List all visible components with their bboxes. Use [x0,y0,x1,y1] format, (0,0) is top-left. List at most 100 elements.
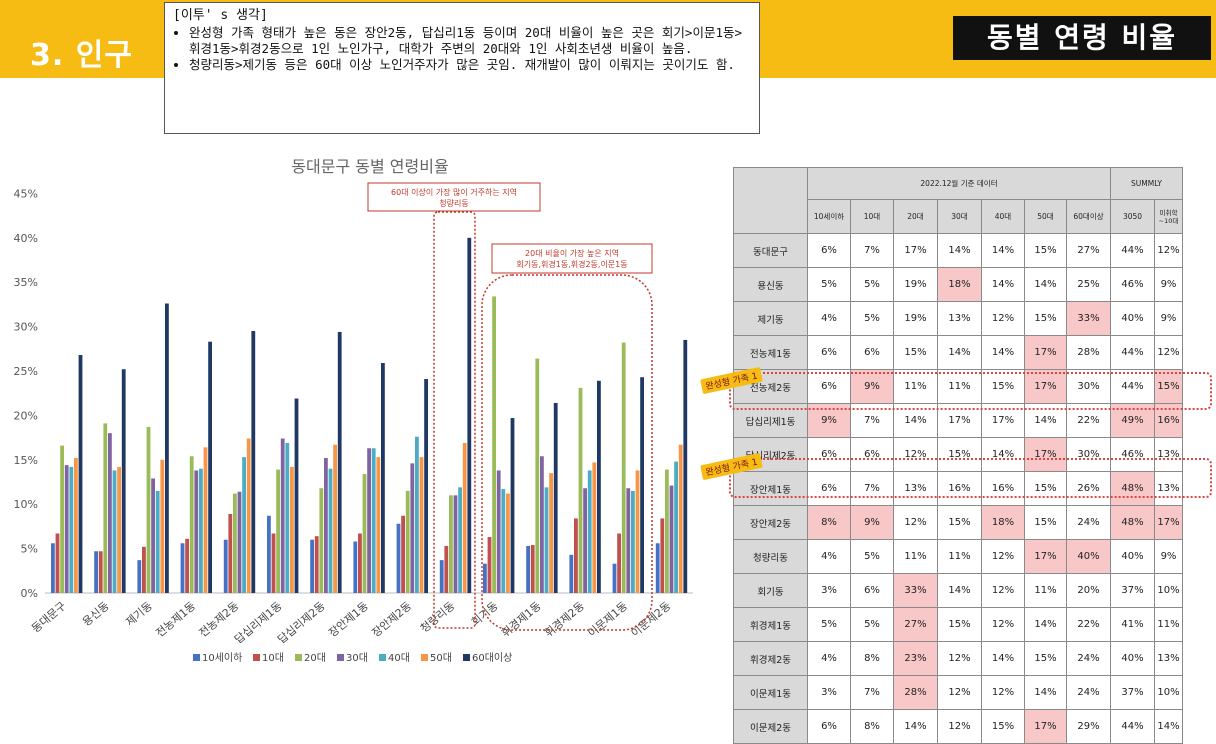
table-row-label: 휘경제1동 [733,607,808,642]
bar [276,469,280,593]
bar [294,398,299,593]
legend-label: 10대 [262,652,284,664]
table-column-header: 20대 [893,199,938,234]
bar [51,543,55,593]
table-cell: 17% [1024,539,1067,574]
bar [280,438,285,593]
bar [267,515,271,593]
table-cell: 17% [893,233,938,268]
table-cell: 5% [807,607,851,642]
bar [419,457,424,593]
table-summary-cell: 9% [1154,301,1183,336]
bar [592,462,597,593]
annotation-frame [433,211,476,629]
bar [199,468,203,593]
bar [458,487,462,593]
table-cell: 17% [1024,709,1067,744]
bar [74,458,78,593]
bar [574,518,578,593]
bar [530,545,535,593]
table-summary-cell: 12% [1154,233,1183,268]
age-ratio-table: 2022.12월 기준 데이터 SUMMLY 10세이하 10대 20대 30대 40대 50… [733,167,1183,744]
table-column-header: 50대 [1024,199,1067,234]
highlight-frame-jangan2 [729,458,1212,498]
table-cell: 25% [1066,267,1111,302]
note-item: 청량리동>제기동 등은 60대 이상 노인거주자가 많은 곳임. 재개발이 많이… [189,57,751,73]
table-cell: 15% [893,335,938,370]
table-cell: 15% [937,607,982,642]
x-tick-label: 답십리제2동 [275,599,327,646]
table-cell: 6% [850,335,894,370]
bar [487,537,492,593]
table-summary-cell: 44% [1110,335,1155,370]
x-tick-label: 전농제1동 [153,599,198,639]
table-cell: 15% [1024,301,1067,336]
table-cell: 14% [981,267,1025,302]
bar [444,545,449,593]
table-cell: 8% [850,641,894,676]
bar [683,339,688,593]
table-cell: 28% [1066,335,1111,370]
table-summary-cell: 14% [1154,709,1183,744]
table-summary-cell: 44% [1110,233,1155,268]
table-cell: 6% [850,573,894,608]
annotation-text: 20대 비율이 가장 높은 지역 [525,248,619,258]
table-cell: 14% [981,233,1025,268]
bar [112,470,117,593]
table-cell: 20% [1066,573,1111,608]
table-row: 휘경제1동 5% 5% 27% 15% 12% 14% 22% 41% 11% [733,607,1183,642]
bar [640,377,644,593]
table-cell: 22% [1066,607,1111,642]
age-ratio-chart: 동대문구 동별 연령비율 0% 5% 10% 15% 20% 25% 30% 35% 40% 45%… [14,157,693,664]
bar [242,457,246,593]
table-summary-cell: 44% [1110,709,1155,744]
legend-swatch [463,654,470,661]
table-row-label: 청량리동 [733,539,808,574]
table-cell: 14% [981,437,1025,472]
y-tick-label: 20% [14,409,38,422]
table-summary-cell: 17% [1154,505,1183,540]
table-cell: 16% [937,471,982,506]
highlight-frame-dapsimni1 [729,372,1212,410]
table-cell: 28% [893,675,938,710]
table-row-label: 제기동 [733,301,808,336]
table-cell: 8% [850,709,894,744]
bar [228,513,233,593]
table-cell: 14% [937,233,982,268]
bar [655,543,660,593]
table-column-header: 40대 [981,199,1025,234]
table-cell: 6% [807,233,851,268]
table-cell: 11% [937,369,982,404]
table-summary-cell: 37% [1110,573,1155,608]
bar [415,436,419,593]
y-tick-label: 25% [14,365,38,378]
bar [381,363,385,593]
bar [492,296,496,593]
table-cell: 5% [850,539,894,574]
x-tick-label: 이문제1동 [585,599,630,639]
table-row: 청량리동 4% 5% 11% 11% 12% 17% 40% 40% 9% [733,539,1183,574]
bar [160,459,165,593]
table-row-label: 전농제1동 [733,335,808,370]
bar [324,458,328,593]
y-tick-label: 5% [21,543,38,556]
table-column-header: 3050 [1110,199,1155,234]
table-summary-cell: 41% [1110,607,1155,642]
bar [142,546,146,593]
bar [290,466,294,593]
table-cell: 6% [807,335,851,370]
legend-label: 60대이상 [472,652,512,664]
bar [665,469,669,593]
table-row-label: 장안제1동 [733,471,808,506]
bar [358,533,362,593]
table-cell: 12% [981,675,1025,710]
bar [553,402,558,593]
table-column-header: 미취학~10대 [1154,199,1183,234]
table-summary-cell: 13% [1154,471,1183,506]
table-row-label: 회기동 [733,573,808,608]
bar [549,473,553,593]
x-tick-label: 동대문구 [29,599,68,635]
table-summary-cell: 44% [1110,369,1155,404]
table-cell: 24% [1066,505,1111,540]
table-cell: 14% [1024,675,1067,710]
